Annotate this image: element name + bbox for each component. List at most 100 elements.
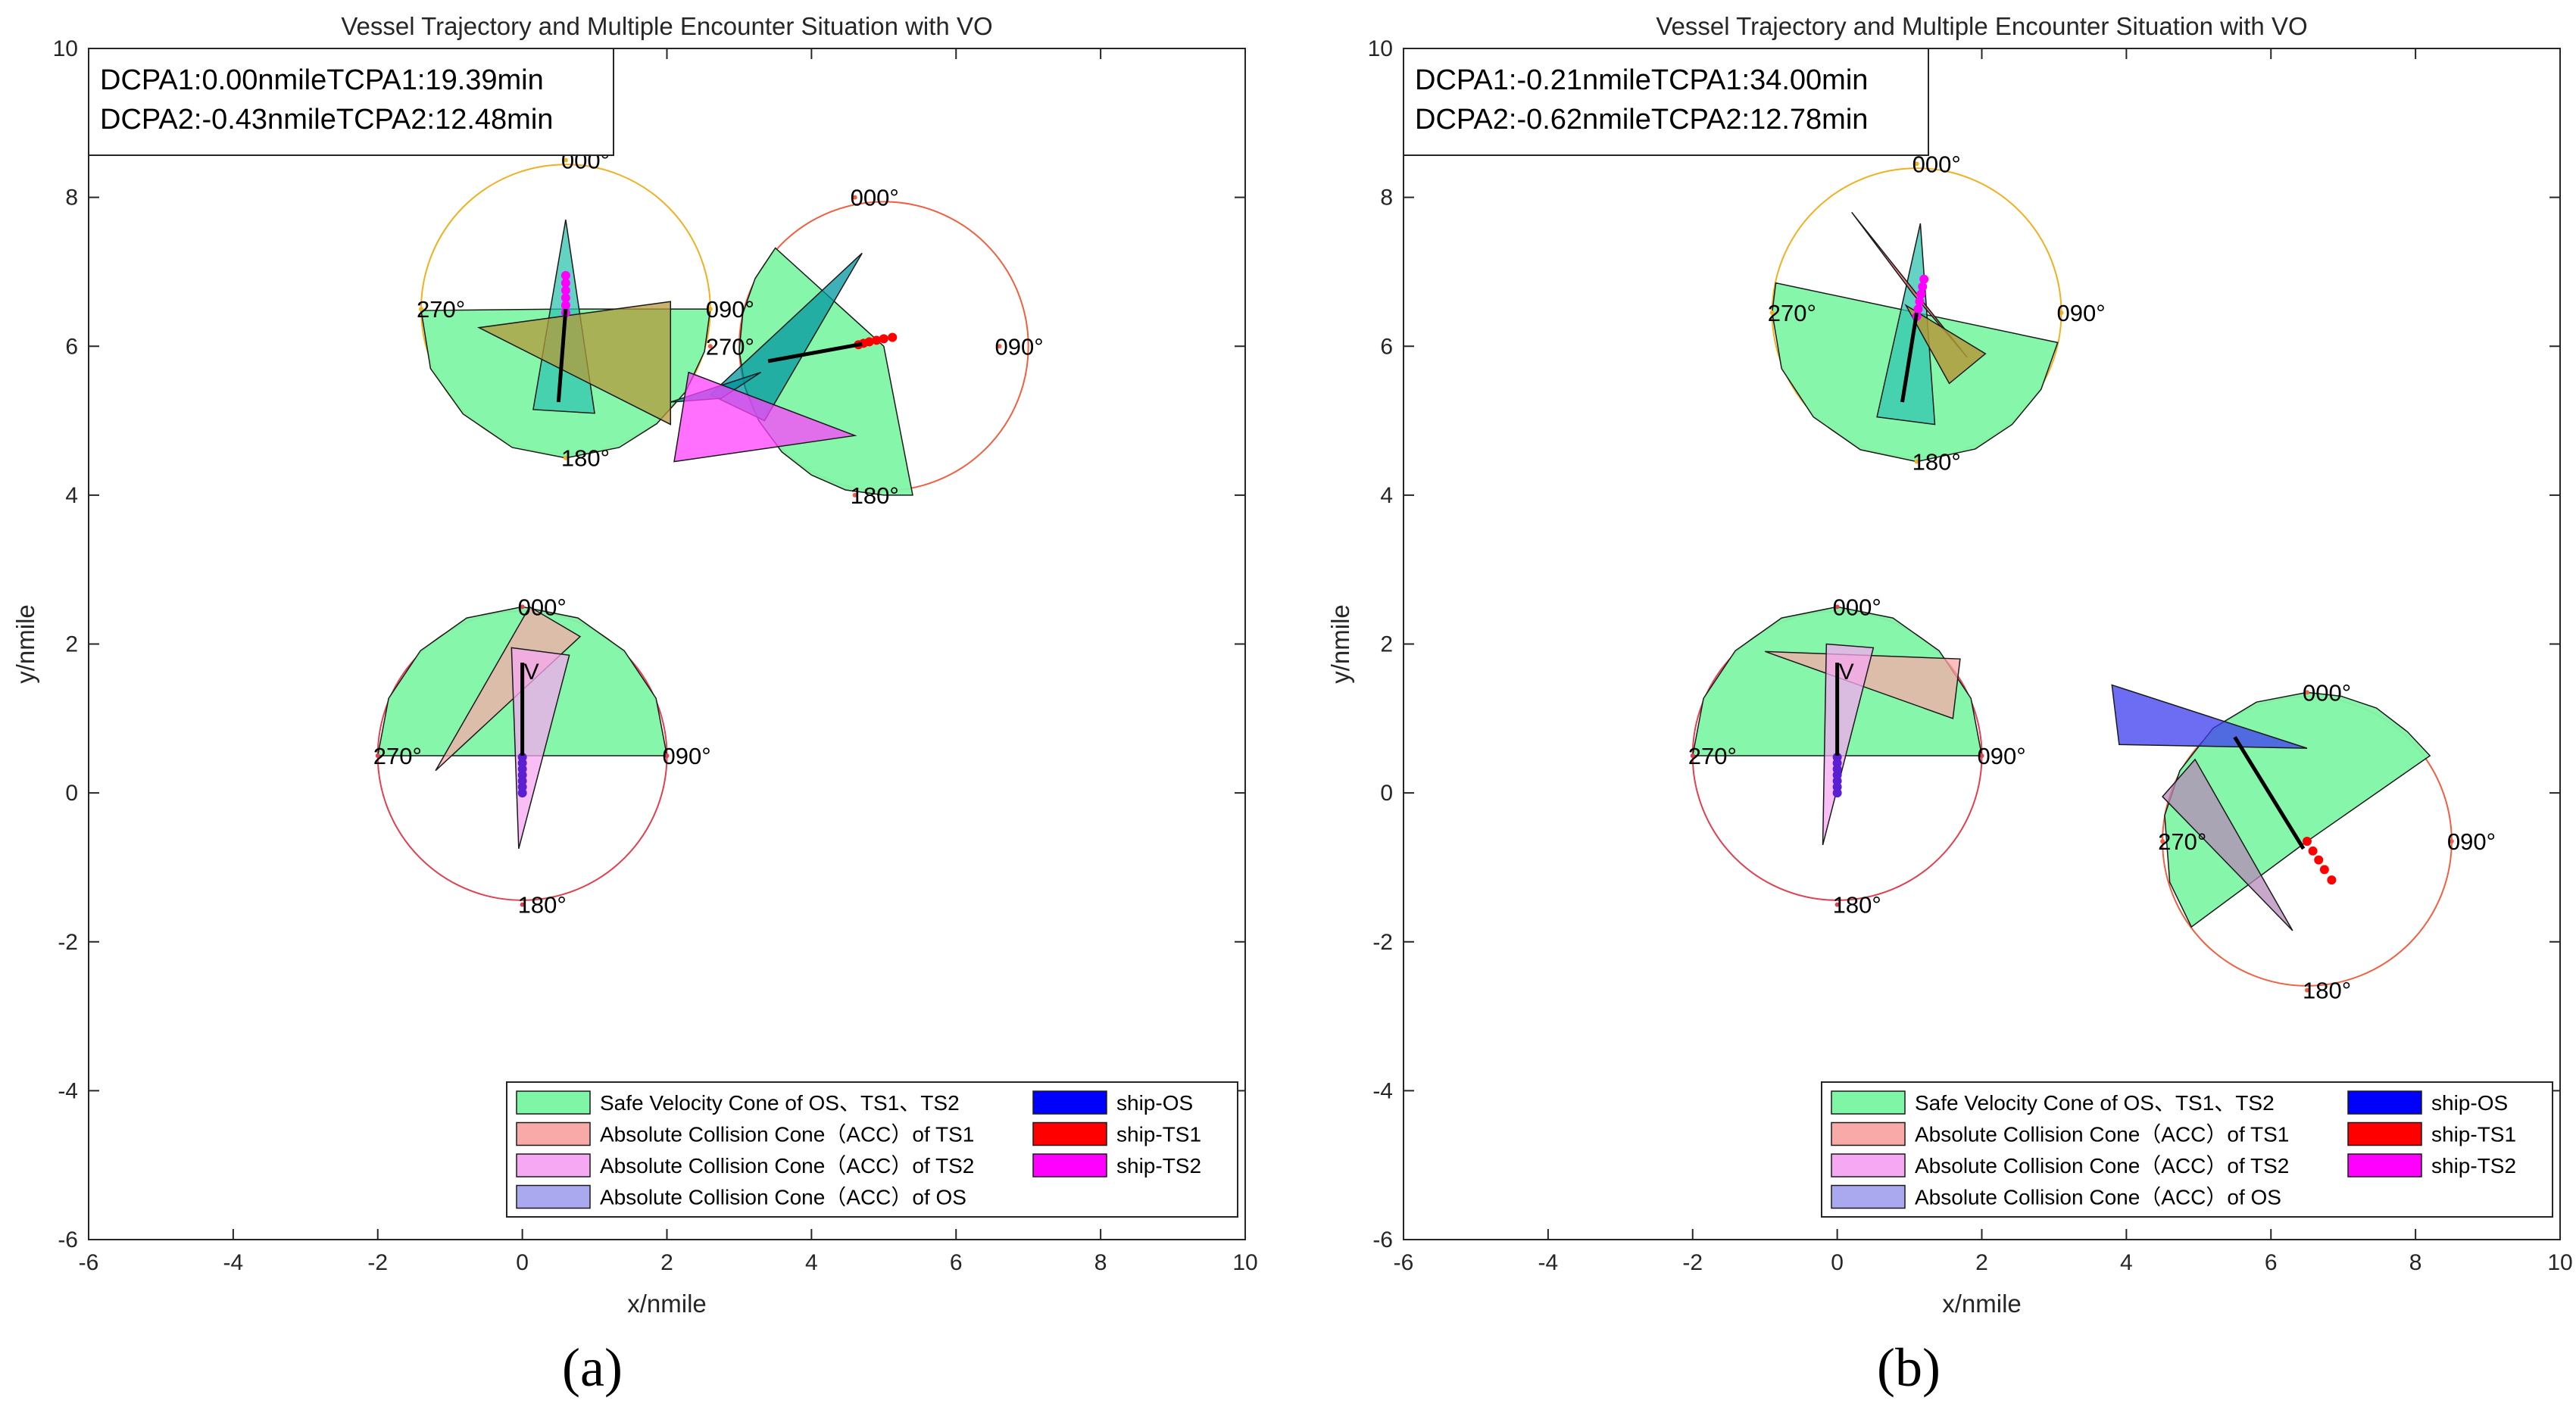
y-tick-label: 0 (1380, 781, 1393, 806)
heading-label: 270° (373, 743, 422, 769)
legend-frame (506, 1081, 1238, 1218)
panel-label: (b) (1877, 1337, 1941, 1398)
legend-label: Absolute Collision Cone（ACC）of OS (600, 1186, 966, 1209)
heading-marker (1914, 161, 1919, 167)
trail-point-ts2 (560, 301, 570, 310)
panel-label: (a) (562, 1337, 623, 1398)
heading-marker (2449, 839, 2454, 844)
x-axis-label: x/nmile (627, 1290, 707, 1318)
trail-point-ts1 (2319, 865, 2329, 875)
legend-label: ship-TS2 (1116, 1154, 1201, 1178)
y-tick-label: 4 (65, 483, 78, 508)
trail-point-ts2 (560, 278, 570, 288)
heading-label: 180° (851, 482, 899, 509)
info-box-frame (1403, 48, 1929, 156)
legend-swatch (2347, 1090, 2422, 1115)
heading-marker (520, 604, 525, 610)
ship-group-os: 000° 090° 180° 270° V (373, 594, 711, 918)
x-tick-label: 2 (1975, 1250, 1988, 1275)
x-tick-label: -6 (79, 1250, 99, 1275)
legend-swatch (1831, 1121, 1906, 1146)
legend-label: ship-TS2 (2431, 1154, 2516, 1178)
heading-label: 090° (706, 296, 754, 323)
y-tick-label: -6 (58, 1227, 78, 1252)
legend-swatch (1032, 1121, 1107, 1146)
heading-label: 180° (518, 892, 567, 919)
legend-label: ship-TS1 (2431, 1123, 2516, 1146)
trail-point-os (517, 752, 527, 762)
heading-marker (707, 344, 713, 349)
x-tick-label: 6 (950, 1250, 963, 1275)
legend-label: Safe Velocity Cone of OS、TS1、TS2 (1915, 1091, 2275, 1115)
legend-label: Absolute Collision Cone（ACC）of OS (1915, 1186, 2281, 1209)
heading-label: 000° (851, 185, 899, 211)
info-line-1: DCPA1:-0.21nmileTCPA1:34.00min (1415, 64, 1868, 96)
collision-cone-acc-os (1904, 304, 1987, 385)
heading-label: 000° (1833, 594, 1881, 620)
collision-cone-acc-ts1 (476, 301, 672, 426)
x-tick-label: 0 (516, 1250, 529, 1275)
info-box-frame (88, 48, 614, 156)
y-tick-label: 8 (65, 186, 78, 211)
trail-point-ts2 (1915, 297, 1925, 307)
x-tick-label: 10 (1232, 1250, 1257, 1275)
y-axis-label: y/nmile (11, 604, 39, 684)
heading-marker (707, 307, 713, 312)
legend-swatch (1831, 1090, 1906, 1115)
heading-marker (1979, 753, 1984, 758)
y-tick-label: 6 (1380, 334, 1393, 359)
trail-point-ts2 (1916, 289, 1926, 299)
y-tick-label: -4 (1372, 1078, 1393, 1103)
trail-point-ts1 (879, 334, 888, 344)
heading-marker (419, 307, 424, 312)
y-tick-label: 0 (65, 781, 78, 806)
legend-label: ship-TS1 (1116, 1123, 1201, 1146)
trail-point-ts2 (1919, 274, 1929, 284)
x-tick-label: 10 (2547, 1250, 2572, 1275)
heading-label: 090° (995, 333, 1044, 360)
ship-group-ts1: 000° 090° 180° 270° (2111, 679, 2496, 1004)
axes-box (1403, 48, 2561, 1240)
heading-marker (563, 455, 568, 460)
heading-marker (563, 158, 568, 163)
legend-swatch (516, 1121, 591, 1146)
velocity-label: V (524, 660, 539, 685)
x-tick-label: -6 (1394, 1250, 1414, 1275)
plot-area: 000°090°180°270°V000°090°180°270°000°090… (1688, 151, 2496, 1003)
axes-box (88, 48, 1246, 1240)
chart-panel-1: -6 -4 -2 0 2 4 6 8 10 -6 -4 -2 0 2 4 6 8 10 Vessel Traject… (11, 12, 1258, 1398)
ship-group-ts2: 000°090°180°270° (417, 147, 857, 472)
trail-point-ts1 (888, 332, 898, 342)
x-tick-label: 4 (2120, 1250, 2133, 1275)
x-tick-label: 8 (2409, 1250, 2422, 1275)
legend-swatch (2347, 1121, 2422, 1146)
heading-marker (2059, 310, 2064, 316)
heading-marker (852, 195, 857, 200)
y-tick-label: 10 (1368, 36, 1393, 61)
x-tick-label: 0 (1831, 1250, 1844, 1275)
trail-point-ts1 (864, 337, 874, 347)
heading-marker (2304, 690, 2309, 695)
legend-swatch (1032, 1153, 1107, 1178)
heading-label: 270° (1768, 300, 1816, 326)
legend-label: Absolute Collision Cone（ACC）of TS2 (600, 1154, 974, 1178)
heading-label: 270° (1688, 743, 1737, 769)
heading-marker (1690, 753, 1695, 758)
y-tick-label: -2 (1372, 930, 1393, 955)
trail-point-ts2 (560, 293, 570, 303)
ship-group-ts2: 000°090°180°270° (1768, 151, 2106, 475)
legend-swatch (1831, 1184, 1906, 1209)
legend-label: Absolute Collision Cone（ACC）of TS1 (1915, 1123, 2289, 1146)
plot-area: 000°090°180°270°V000°090°180°270°000°090… (373, 147, 1044, 918)
trail-point-ts2 (1913, 304, 1923, 314)
y-tick-label: -6 (1372, 1227, 1393, 1252)
y-tick-label: 6 (65, 334, 78, 359)
info-box: DCPA1:0.00nmileTCPA1:19.39min DCPA2:-0.43… (88, 48, 614, 156)
x-tick-label: 4 (805, 1250, 818, 1275)
heading-marker (2304, 987, 2309, 993)
trail-point-ts1 (2308, 846, 2318, 856)
legend-swatch (2347, 1153, 2422, 1178)
legend: Safe Velocity Cone of OS、TS1、TS2 Absolute… (1821, 1081, 2553, 1218)
chart-title: Vessel Trajectory and Multiple Encounter… (341, 12, 992, 40)
collision-cone-acc-os (2111, 684, 2308, 749)
